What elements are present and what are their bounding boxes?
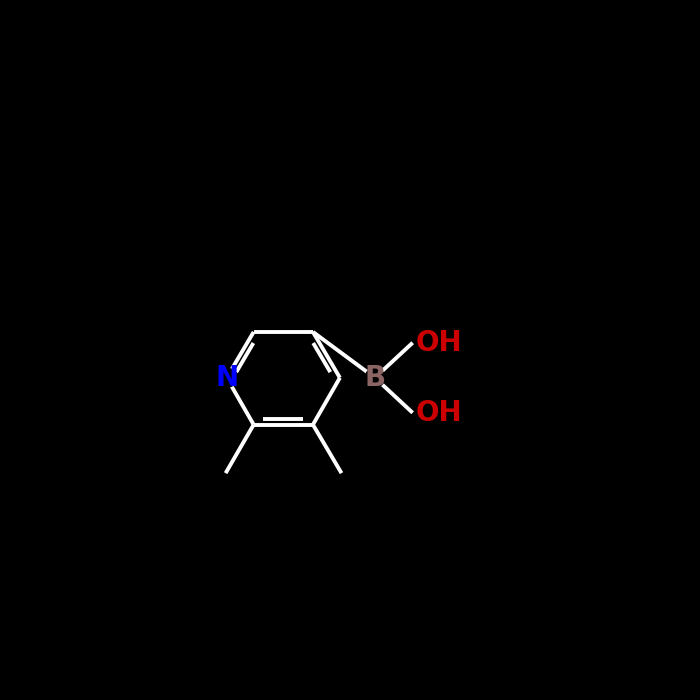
Circle shape [217,368,237,388]
Text: OH: OH [415,329,462,357]
Circle shape [365,368,384,388]
Text: OH: OH [415,399,462,427]
Text: N: N [215,364,238,392]
Text: B: B [365,364,386,392]
